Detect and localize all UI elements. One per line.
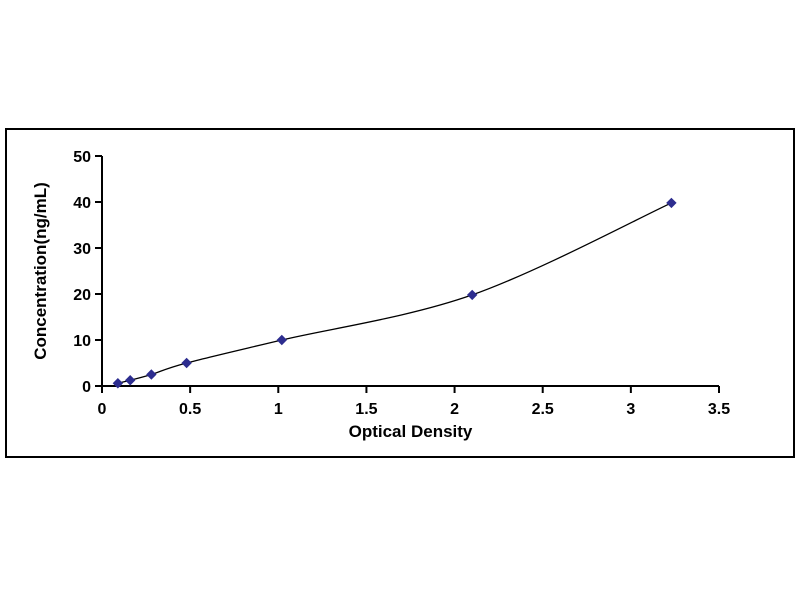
y-tick-label: 10 <box>73 333 91 350</box>
data-point-marker <box>276 334 288 346</box>
data-point-marker <box>181 357 192 369</box>
data-point-marker <box>124 375 136 386</box>
x-tick-label: 3 <box>626 401 635 418</box>
x-tick-label: 3.5 <box>708 401 730 418</box>
y-tick-label: 20 <box>73 287 91 304</box>
data-point-marker <box>666 197 677 209</box>
x-tick-label: 0 <box>98 401 107 418</box>
x-tick-label: 1.5 <box>355 401 377 418</box>
y-tick-label: 0 <box>82 379 91 396</box>
x-tick-label: 1 <box>274 401 283 418</box>
data-point-marker <box>112 378 124 389</box>
data-point-marker <box>466 289 478 301</box>
standard-curve-line <box>117 202 672 384</box>
x-tick-label: 2 <box>450 401 459 418</box>
chart-frame: 0 0.5 1 1.5 2 2.5 3 3.5 0 10 20 30 40 50 Optical Dens… <box>5 128 795 458</box>
x-tick-label: 0.5 <box>179 401 201 418</box>
x-axis-label: Optical Density <box>348 422 473 441</box>
data-point-marker <box>146 369 157 380</box>
y-axis-label: Concentration(ng/mL) <box>31 182 50 360</box>
y-tick-label: 30 <box>73 241 91 258</box>
chart-svg: 0 0.5 1 1.5 2 2.5 3 3.5 0 10 20 30 40 50 <box>73 149 730 418</box>
y-tick-label: 50 <box>73 149 91 166</box>
y-tick-label: 40 <box>73 195 91 212</box>
x-tick-label: 2.5 <box>532 401 554 418</box>
